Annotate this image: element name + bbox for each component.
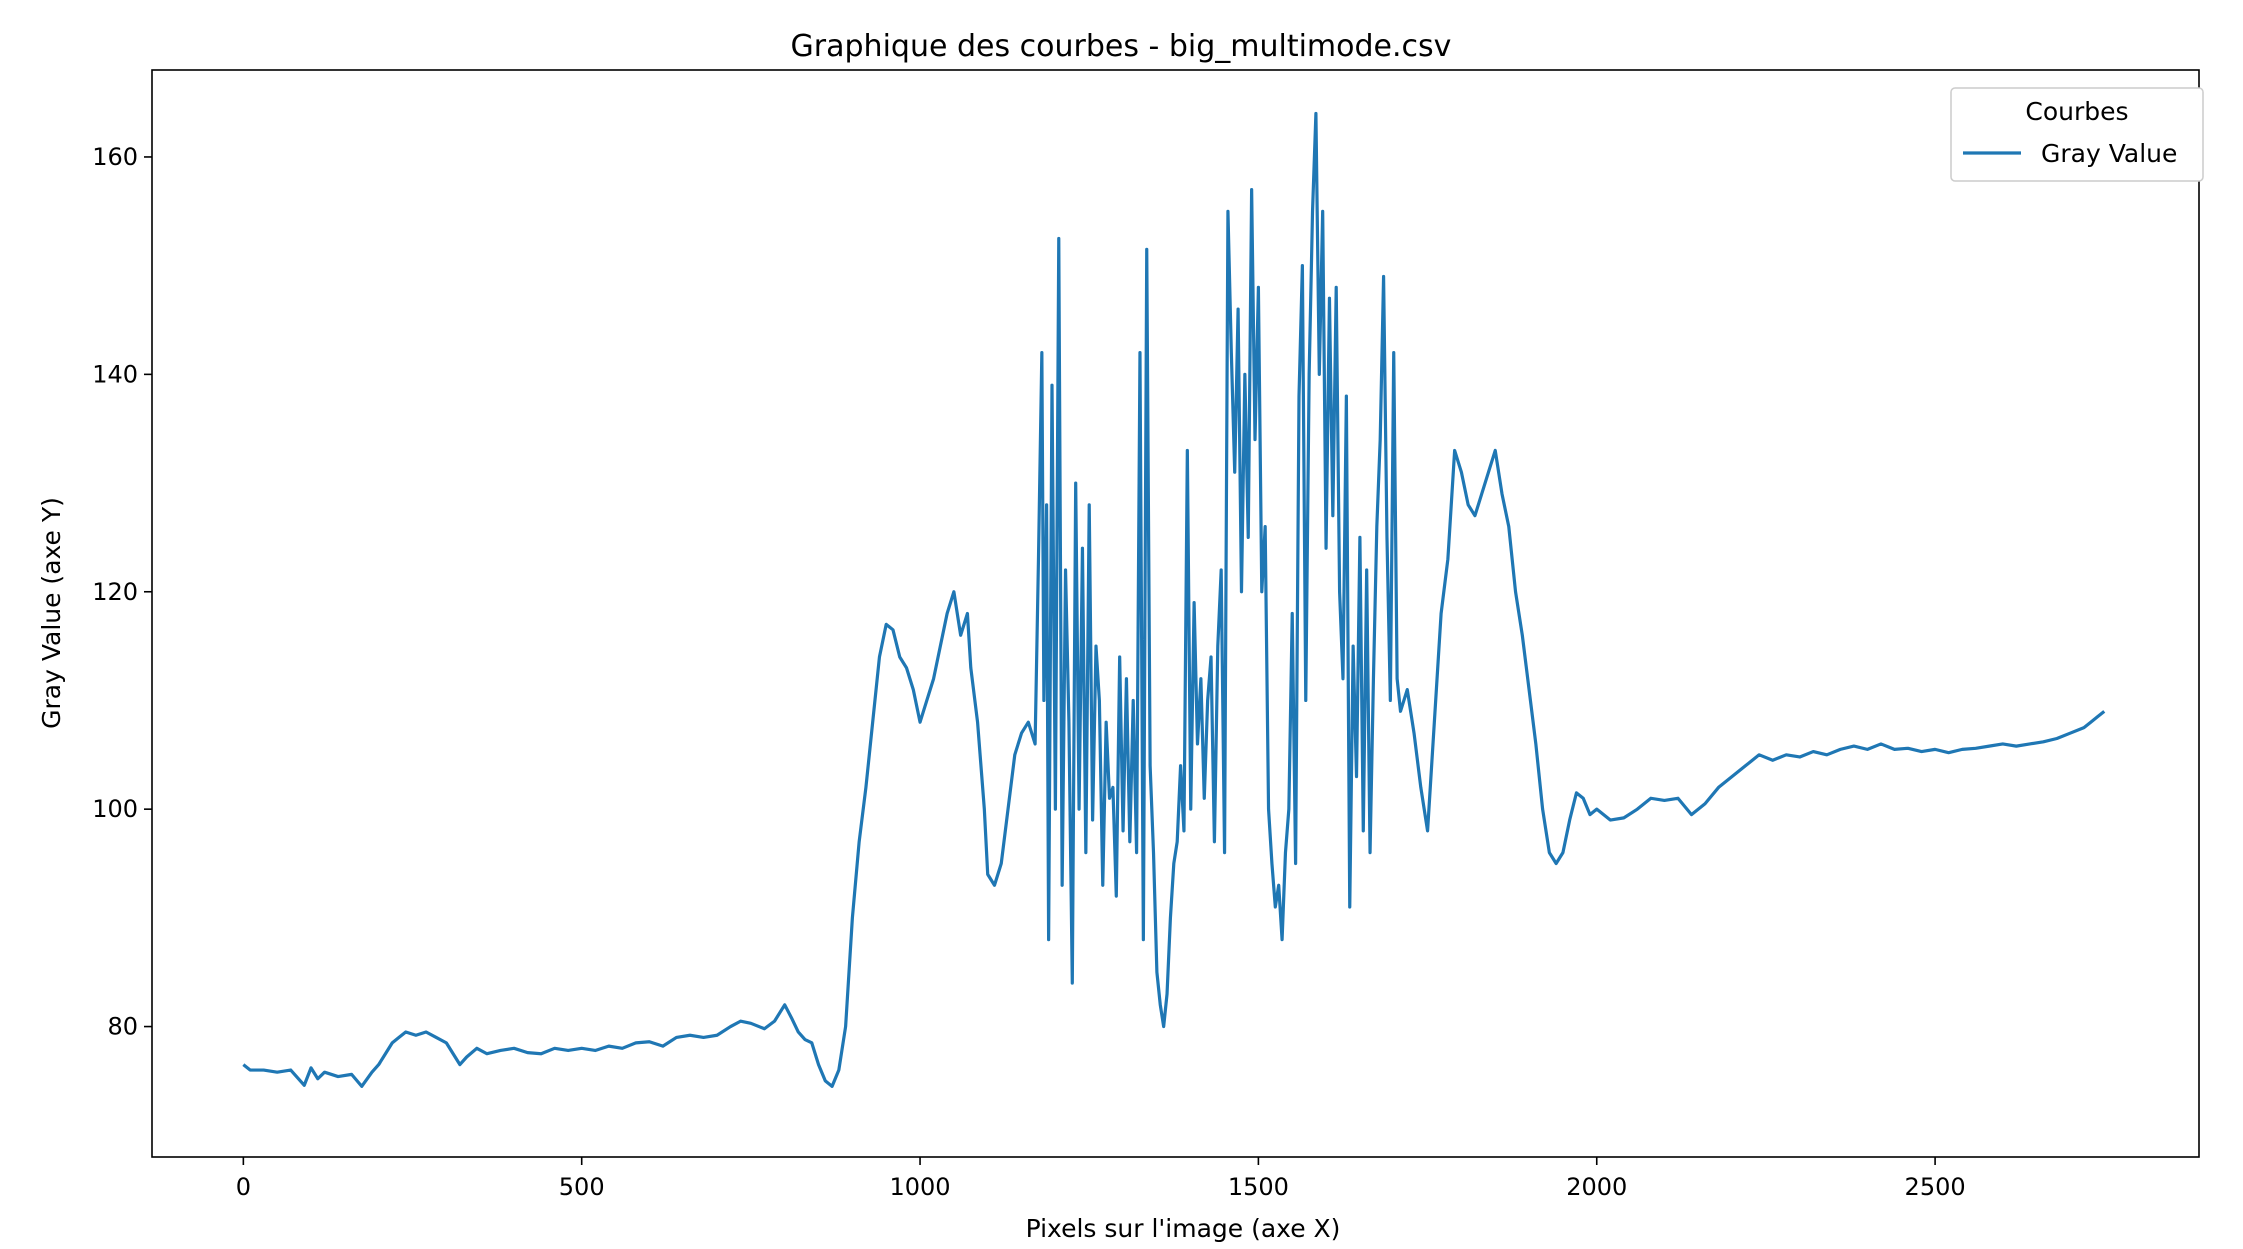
x-tick-label: 2500 [1905, 1173, 1966, 1201]
x-tick-label: 1000 [890, 1173, 951, 1201]
x-tick-label: 1500 [1228, 1173, 1289, 1201]
y-tick-label: 140 [92, 360, 138, 388]
x-axis: 0 500 1000 1500 2000 2500 [236, 1157, 1966, 1201]
series-layer [242, 111, 2106, 1088]
plot-frame [151, 69, 2200, 1158]
y-tick-label: 80 [107, 1013, 138, 1041]
y-tick-label: 120 [92, 578, 138, 606]
x-axis-label: Pixels sur l'image (axe X) [1026, 1214, 1341, 1243]
x-tick-label: 500 [559, 1173, 605, 1201]
legend: Courbes Gray Value [1950, 87, 2204, 182]
x-tick-label: 2000 [1566, 1173, 1627, 1201]
legend-label-gray-value: Gray Value [2041, 139, 2177, 168]
y-axis-label: Gray Value (axe Y) [37, 497, 66, 729]
legend-title: Courbes [2025, 97, 2128, 126]
y-axis: 80 100 120 140 160 [92, 143, 152, 1041]
chart-title: Graphique des courbes - big_multimode.cs… [791, 29, 1452, 64]
legend-box [1950, 87, 2204, 182]
x-tick-label: 0 [236, 1173, 251, 1201]
y-tick-label: 100 [92, 795, 138, 823]
series-line-gray-value [242, 111, 2106, 1088]
y-tick-label: 160 [92, 143, 138, 171]
